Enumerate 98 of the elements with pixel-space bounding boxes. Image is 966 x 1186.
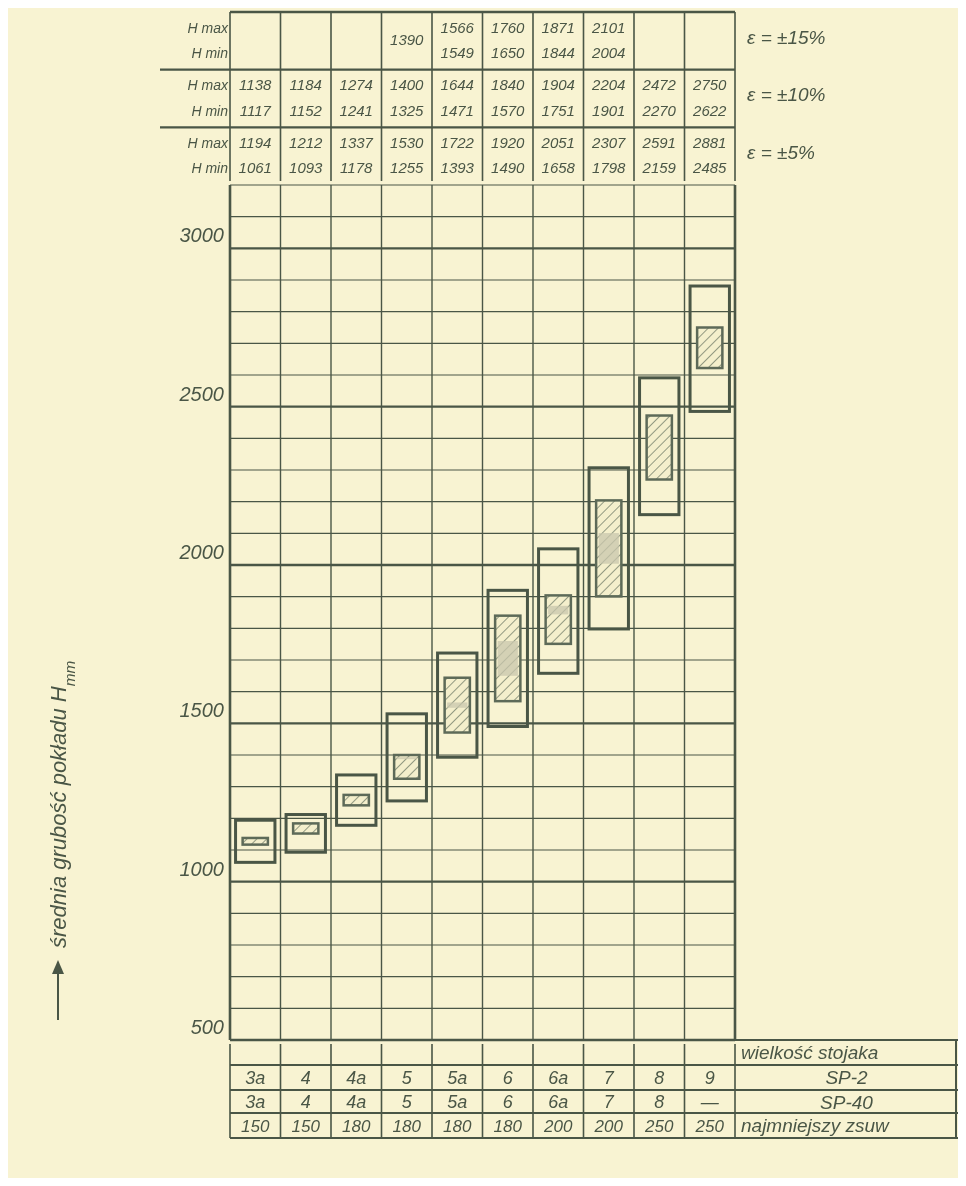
text: 2159 [641, 159, 677, 177]
x-tick-label: 7 [603, 1068, 615, 1088]
text: 1212 [289, 134, 324, 152]
text: H min [191, 45, 228, 62]
text: 7 [603, 1092, 615, 1112]
text: 1241 [339, 101, 373, 119]
y-tick-label: 1000 [179, 857, 224, 880]
text: SP-2 [825, 1067, 869, 1088]
text: 1061 [238, 159, 272, 177]
text: 1255 [390, 159, 425, 177]
text: — [699, 1092, 720, 1112]
text: ε = ±5% [747, 142, 815, 164]
text: 250 [644, 1117, 674, 1136]
x-tick-label: 8 [654, 1068, 665, 1088]
text: 200 [593, 1117, 624, 1136]
text: H min [191, 102, 228, 119]
text: 180 [443, 1117, 472, 1136]
text: 2472 [641, 76, 677, 94]
text: 1840 [491, 76, 526, 94]
text: 1722 [440, 134, 475, 152]
text: 250 [694, 1117, 725, 1136]
text: 200 [543, 1117, 573, 1136]
x-tick-label: 3a [245, 1068, 266, 1088]
text: H max [187, 135, 229, 152]
text: 1658 [541, 159, 576, 177]
text: 1904 [541, 76, 575, 94]
text: 2307 [591, 134, 627, 152]
text: 1194 [239, 134, 272, 152]
text: 5a [447, 1092, 468, 1112]
text: 6 [502, 1092, 514, 1112]
text: 3a [245, 1092, 266, 1112]
text: 4 [300, 1092, 311, 1112]
text: 8 [654, 1092, 665, 1112]
y-tick-label: 1500 [179, 699, 224, 722]
text: ε = ±15% [747, 26, 826, 48]
text: H min [191, 160, 229, 177]
text: 1644 [440, 76, 474, 94]
text: 1390 [390, 31, 425, 49]
text: 2101 [591, 18, 626, 36]
text: 1650 [491, 44, 526, 62]
x-tick-label: 4a [346, 1068, 367, 1088]
text: 150 [291, 1117, 321, 1136]
text: najmniejszy zsuw [741, 1115, 891, 1136]
text: 1844 [541, 44, 575, 62]
text: 1530 [390, 134, 425, 152]
y-tick-label: 500 [190, 1016, 224, 1038]
text: 180 [493, 1117, 523, 1136]
text: 1566 [440, 18, 475, 36]
text: 1337 [339, 134, 374, 152]
text: 1920 [491, 134, 526, 152]
text: 1274 [339, 76, 373, 94]
text: SP-40 [820, 1092, 874, 1113]
text: 2485 [692, 159, 728, 177]
text: 1117 [239, 101, 272, 119]
text: 6a [548, 1092, 569, 1112]
text: 1760 [491, 18, 526, 36]
text: 1325 [390, 101, 425, 119]
text: 2270 [641, 101, 677, 119]
text: 1178 [340, 159, 374, 177]
x-tick-label: 9 [704, 1068, 715, 1088]
text: 1400 [390, 76, 425, 94]
text: H max [187, 19, 228, 36]
x-axis-title: wielkość stojaka [741, 1042, 879, 1063]
text: 2004 [591, 44, 626, 62]
text: 5 [401, 1092, 413, 1112]
text: 2591 [641, 134, 676, 152]
text: 1184 [289, 76, 322, 94]
text: 1152 [289, 101, 323, 119]
text: 2204 [591, 76, 626, 94]
text: 1901 [592, 101, 626, 119]
text: 1798 [592, 159, 627, 177]
text: 4a [346, 1092, 367, 1112]
text: 180 [392, 1117, 422, 1136]
x-tick-label: 6 [502, 1068, 514, 1088]
text: H max [187, 77, 228, 94]
text: 2750 [692, 76, 728, 94]
text: 1549 [440, 44, 475, 62]
x-tick-label: 4 [300, 1068, 311, 1088]
text: 180 [342, 1117, 371, 1136]
text: 1490 [491, 159, 526, 177]
text: 2881 [692, 134, 727, 152]
y-tick-label: 2000 [178, 541, 224, 563]
text: 2051 [540, 134, 575, 152]
x-tick-label: 5a [447, 1068, 468, 1088]
text: ε = ±10% [747, 84, 826, 106]
text: 1393 [440, 159, 475, 177]
text: 1871 [541, 18, 575, 36]
text: 1471 [440, 101, 474, 119]
text: 1093 [289, 159, 324, 177]
text: 2622 [692, 101, 728, 119]
x-tick-label: 6a [548, 1068, 569, 1088]
text: 1570 [491, 101, 526, 119]
text: 150 [241, 1117, 270, 1136]
y-tick-label: 3000 [179, 224, 224, 247]
y-tick-label: 2500 [178, 382, 224, 405]
text: 1138 [239, 76, 273, 94]
text: 1751 [541, 101, 575, 119]
x-tick-label: 5 [401, 1068, 413, 1088]
